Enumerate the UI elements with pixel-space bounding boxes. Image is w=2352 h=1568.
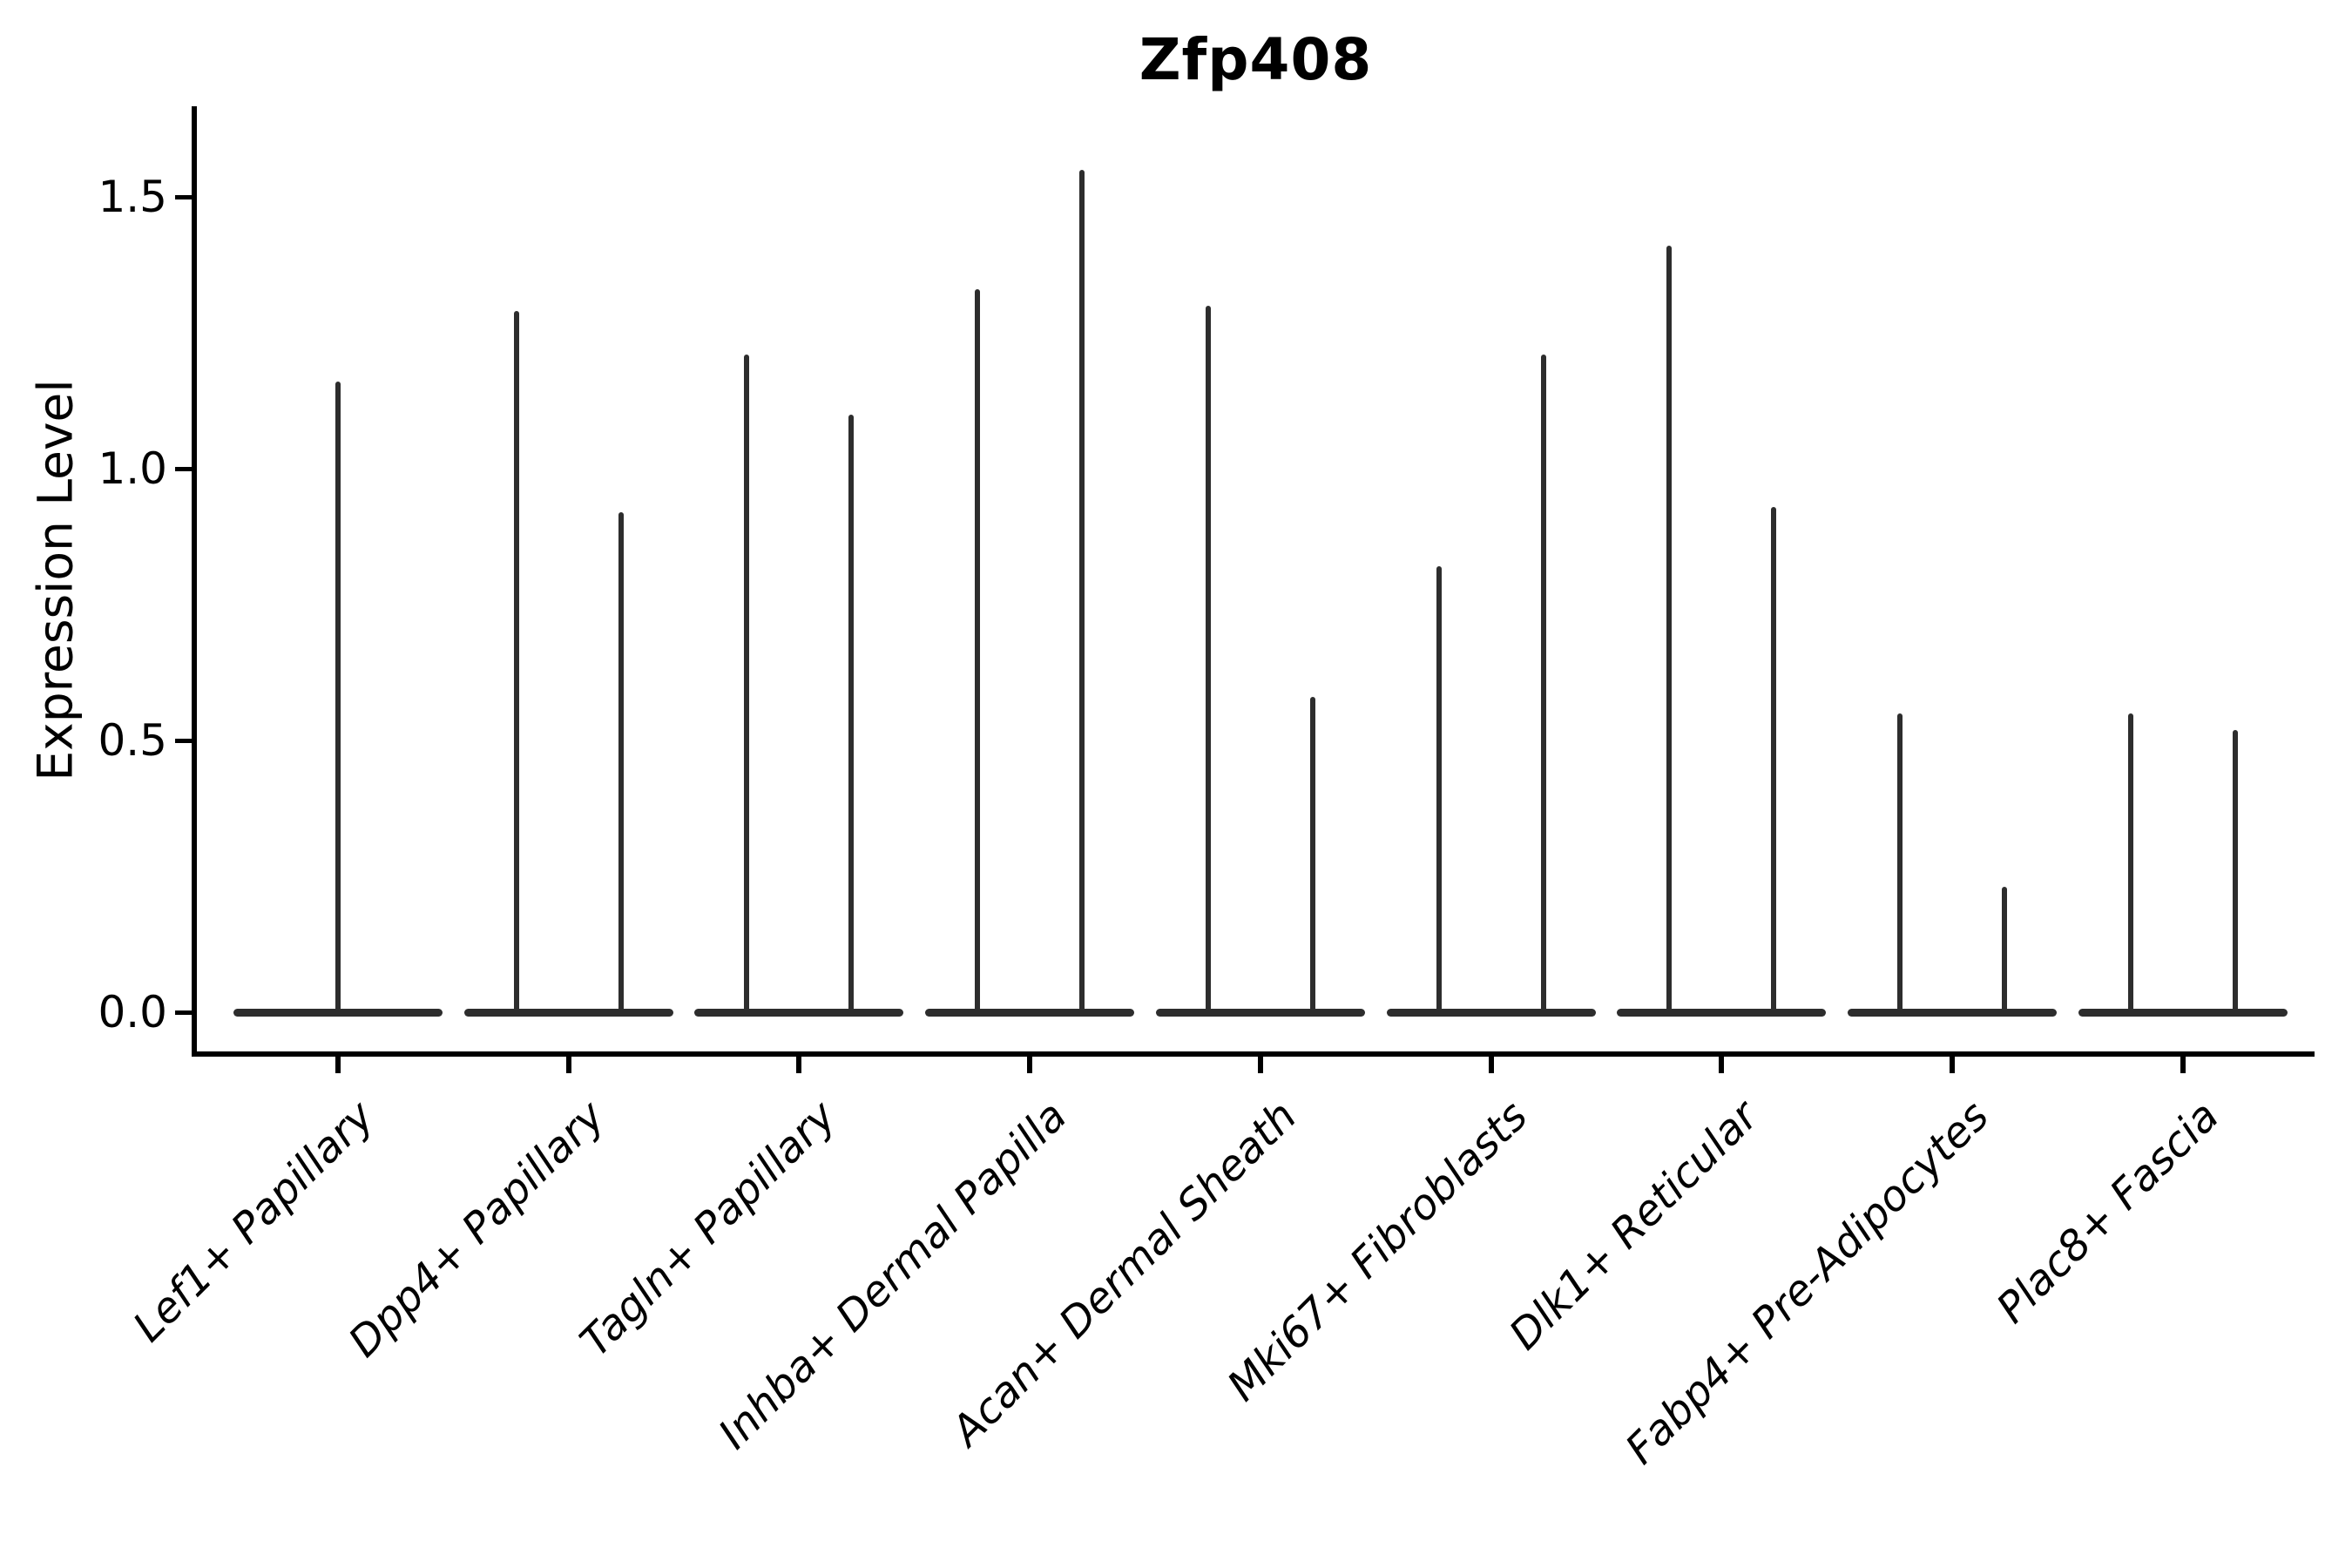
- violin-spike: [1896, 713, 1903, 1013]
- violin-spike: [2232, 729, 2238, 1013]
- x-axis-spine: [192, 1051, 2315, 1057]
- violin-spike: [1666, 246, 1673, 1013]
- violin-spike: [2001, 887, 2007, 1013]
- violin-base: [694, 1009, 904, 1017]
- violin-spike: [618, 511, 624, 1013]
- x-tick-label: Plac8+ Fascia: [1987, 1092, 2229, 1333]
- violin-spike: [1205, 305, 1211, 1013]
- y-tick-label: 0.5: [98, 715, 167, 766]
- violin-base: [1847, 1009, 2057, 1017]
- y-axis-spine: [192, 106, 197, 1057]
- x-tick-label: Tagln+ Papillary: [570, 1092, 846, 1367]
- y-tick: [175, 467, 195, 471]
- violin-base: [1617, 1009, 1827, 1017]
- x-tick-label: Dlk1+ Reticular: [1499, 1092, 1767, 1360]
- x-tick: [2180, 1057, 2186, 1073]
- violin-spike: [1540, 354, 1546, 1013]
- violin-base: [2078, 1009, 2288, 1017]
- x-tick-label: Dpp4+ Papillary: [339, 1092, 615, 1367]
- violin-spike: [1309, 697, 1315, 1013]
- violin-base: [925, 1009, 1135, 1017]
- violin-spike: [1771, 506, 1777, 1013]
- y-tick-label: 0.0: [98, 987, 167, 1037]
- violin-base: [1155, 1009, 1365, 1017]
- x-tick: [1257, 1057, 1263, 1073]
- y-tick: [175, 1010, 195, 1015]
- violin-spike: [744, 354, 750, 1013]
- y-tick-label: 1.0: [98, 443, 167, 494]
- violin-spike: [848, 414, 855, 1013]
- x-tick: [1027, 1057, 1033, 1073]
- y-tick: [175, 195, 195, 199]
- x-tick: [335, 1057, 341, 1073]
- violin-spike: [2127, 713, 2133, 1013]
- x-tick: [1719, 1057, 1725, 1073]
- violin-base: [463, 1009, 673, 1017]
- violin-spike: [335, 382, 341, 1013]
- violin-spike: [1079, 169, 1085, 1013]
- y-tick: [175, 739, 195, 743]
- violin-base: [1386, 1009, 1596, 1017]
- violin-spike: [1436, 566, 1442, 1013]
- chart-title: Zfp408: [1139, 26, 1373, 93]
- x-tick: [1488, 1057, 1494, 1073]
- x-tick: [796, 1057, 802, 1073]
- x-tick: [565, 1057, 571, 1073]
- x-tick-label: Lef1+ Papillary: [124, 1092, 384, 1352]
- violin-spike: [975, 289, 981, 1013]
- y-tick-label: 1.5: [98, 172, 167, 222]
- x-tick: [1949, 1057, 1955, 1073]
- violin-spike: [513, 311, 519, 1013]
